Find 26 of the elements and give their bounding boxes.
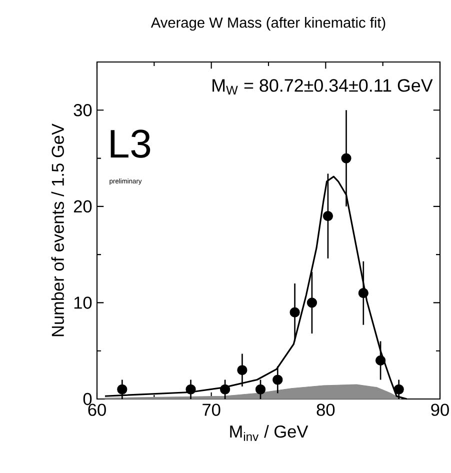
point [358, 288, 368, 298]
point [306, 298, 317, 308]
point [394, 384, 404, 394]
y-tick-label: 10 [74, 296, 92, 309]
y-tick-label: 30 [74, 104, 92, 116]
point [255, 384, 266, 394]
point [322, 211, 333, 222]
annotation: L3 [110, 130, 150, 158]
y-tick-label: 20 [74, 200, 92, 213]
point [290, 307, 300, 318]
x-tick-label: 90 [431, 404, 449, 416]
chart-title: Average W Mass (after kinematic fit) [150, 17, 386, 31]
point [272, 374, 283, 385]
x-tick-label: 80 [316, 404, 335, 416]
point [341, 153, 352, 164]
point [237, 365, 248, 376]
point [376, 355, 386, 366]
point [186, 384, 196, 394]
point [220, 384, 230, 394]
x-tick-label: 60 [88, 404, 106, 416]
y-axis-title: Number of events / 1.5 GeV [51, 124, 64, 336]
y-tick-label: 0 [83, 392, 92, 406]
x-tick-label: 70 [202, 404, 220, 416]
point [117, 384, 128, 394]
x-axis-title: M$_{inv}$ / GeV [230, 425, 308, 441]
annotation: M$_{W}$ = 80.72±0.34±0.11 GeV [212, 79, 433, 95]
